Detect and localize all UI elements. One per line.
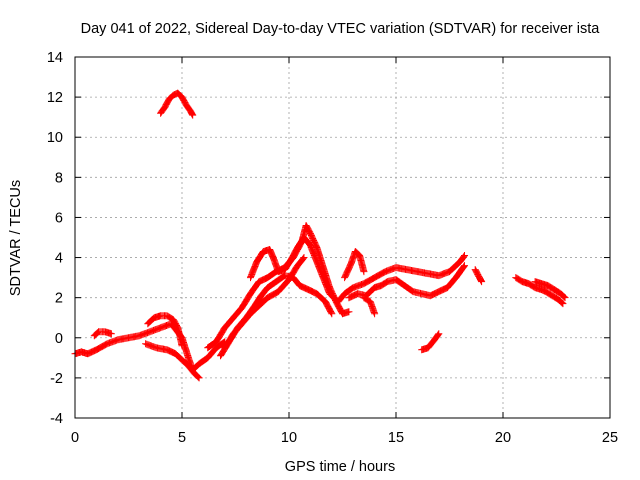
data-point-markers xyxy=(157,89,197,119)
series-trace-short-i xyxy=(471,266,486,286)
y-tick-label: 2 xyxy=(55,291,63,307)
series-trace-hump-e xyxy=(341,248,368,282)
data-point-markers xyxy=(90,328,115,340)
data-point-markers xyxy=(247,234,468,306)
series-trace-arc-high xyxy=(157,89,197,119)
data-points xyxy=(71,89,569,382)
chart-title: Day 041 of 2022, Sidereal Day-to-day VTE… xyxy=(81,21,601,37)
x-tick-label: 20 xyxy=(495,430,511,446)
x-tick-label: 0 xyxy=(71,430,79,446)
y-tick-label: 12 xyxy=(47,90,63,106)
data-point-markers xyxy=(341,248,368,282)
series-trace-tail-k xyxy=(531,278,569,302)
data-point-markers xyxy=(471,266,486,286)
x-tick-label: 5 xyxy=(178,430,186,446)
data-point-markers xyxy=(418,330,443,354)
y-axis-label: SDTVAR / TECUs xyxy=(8,180,24,296)
y-tick-label: 10 xyxy=(47,130,63,146)
series-trace-bump-mid xyxy=(144,312,186,350)
series-trace-tail-j xyxy=(512,274,567,308)
data-point-markers xyxy=(531,278,569,302)
x-axis-label: GPS time / hours xyxy=(285,459,395,475)
y-tick-label: -4 xyxy=(50,411,63,427)
data-point-markers xyxy=(142,340,203,382)
series-trace-peak-d xyxy=(247,234,468,306)
y-tick-label: 0 xyxy=(55,331,63,347)
y-tick-label: 4 xyxy=(55,251,63,267)
data-point-markers xyxy=(512,274,567,308)
series-trace-short-h xyxy=(418,330,443,354)
x-tick-label: 25 xyxy=(602,430,618,446)
series-trace-rise-c xyxy=(221,254,308,352)
y-tick-label: -2 xyxy=(50,371,63,387)
series-trace-band-f xyxy=(345,262,468,302)
x-tick-label: 15 xyxy=(388,430,404,446)
plot-frame xyxy=(74,56,611,419)
data-point-markers xyxy=(144,312,186,350)
x-tick-label: 10 xyxy=(281,430,297,446)
data-point-markers xyxy=(221,254,308,352)
y-tick-label: 14 xyxy=(47,50,63,66)
series-trace-main-dip xyxy=(142,340,203,382)
y-tick-label: 6 xyxy=(55,210,63,226)
data-point-markers xyxy=(360,294,379,318)
series-trace-band-g xyxy=(360,294,379,318)
series-trace-bump-early xyxy=(90,328,115,340)
axis-ticks: 0 5 10 15 20 25 -4 -2 0 2 4 6 8 10 12 14 xyxy=(47,50,618,446)
y-tick-label: 8 xyxy=(55,170,63,186)
grid xyxy=(75,57,610,418)
data-point-markers xyxy=(345,262,468,302)
